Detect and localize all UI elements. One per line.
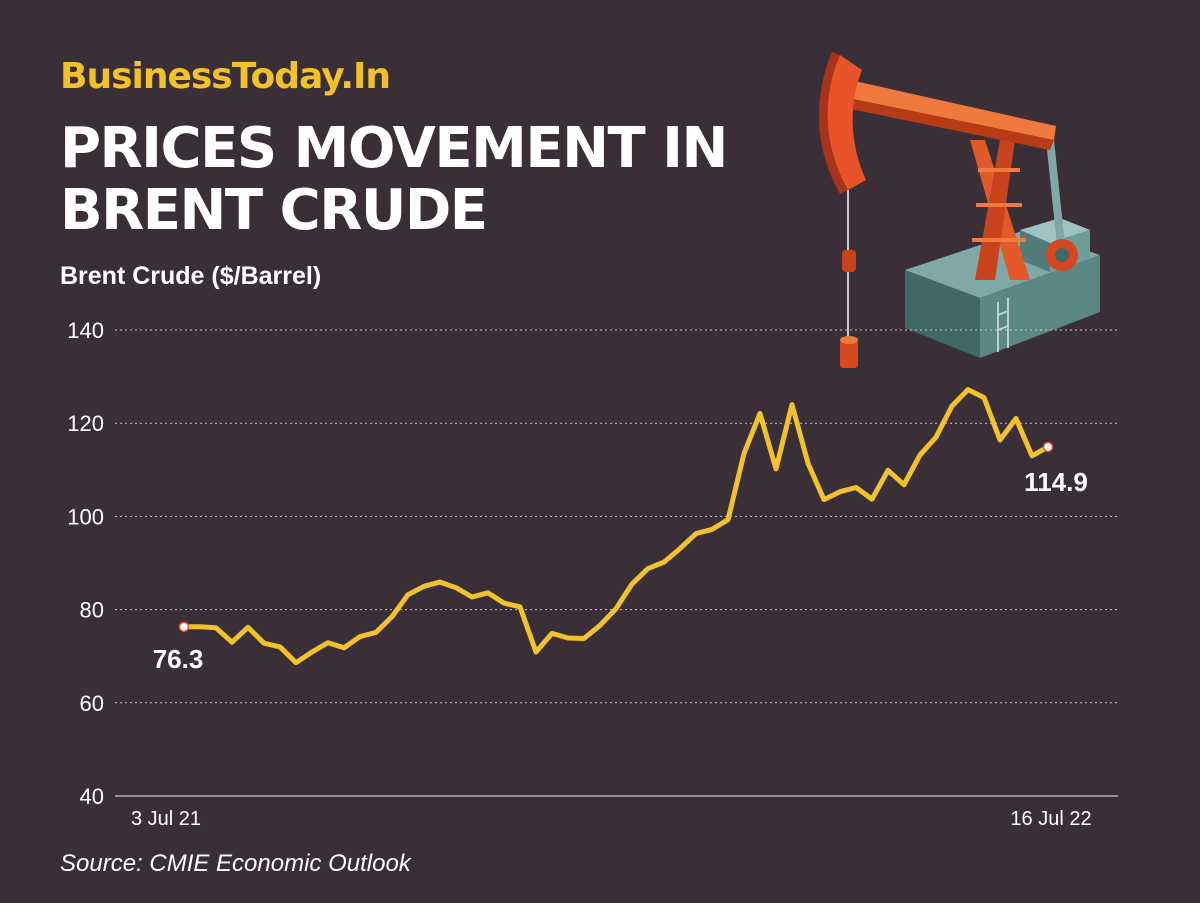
y-axis-ticks: 140 120 100 80 60 40 bbox=[67, 318, 104, 809]
chart-title: Brent Crude ($/Barrel) bbox=[60, 262, 322, 290]
y-tick-100: 100 bbox=[67, 504, 104, 529]
start-value-label: 76.3 bbox=[153, 644, 204, 674]
x-tick-first: 3 Jul 21 bbox=[131, 808, 201, 830]
end-point-marker bbox=[1042, 441, 1054, 453]
oil-pumpjack-icon bbox=[818, 52, 1100, 368]
y-tick-60: 60 bbox=[80, 691, 104, 716]
start-point-marker bbox=[178, 621, 190, 633]
source-note: Source: CMIE Economic Outlook bbox=[60, 850, 411, 877]
y-tick-120: 120 bbox=[67, 411, 104, 436]
y-tick-80: 80 bbox=[80, 598, 104, 623]
y-tick-140: 140 bbox=[67, 318, 104, 343]
end-value-label: 114.9 bbox=[1024, 467, 1088, 497]
brand-logo: BusinessToday.In bbox=[60, 56, 391, 97]
x-tick-last: 16 Jul 22 bbox=[1010, 808, 1091, 830]
page-title: PRICES MOVEMENT IN BRENT CRUDE bbox=[60, 118, 820, 242]
series-line-brent bbox=[181, 387, 1051, 666]
grid-lines bbox=[115, 329, 1118, 704]
title-line-1: PRICES MOVEMENT IN bbox=[60, 116, 728, 181]
y-tick-40: 40 bbox=[80, 784, 104, 809]
title-line-2: BRENT CRUDE bbox=[60, 178, 488, 243]
